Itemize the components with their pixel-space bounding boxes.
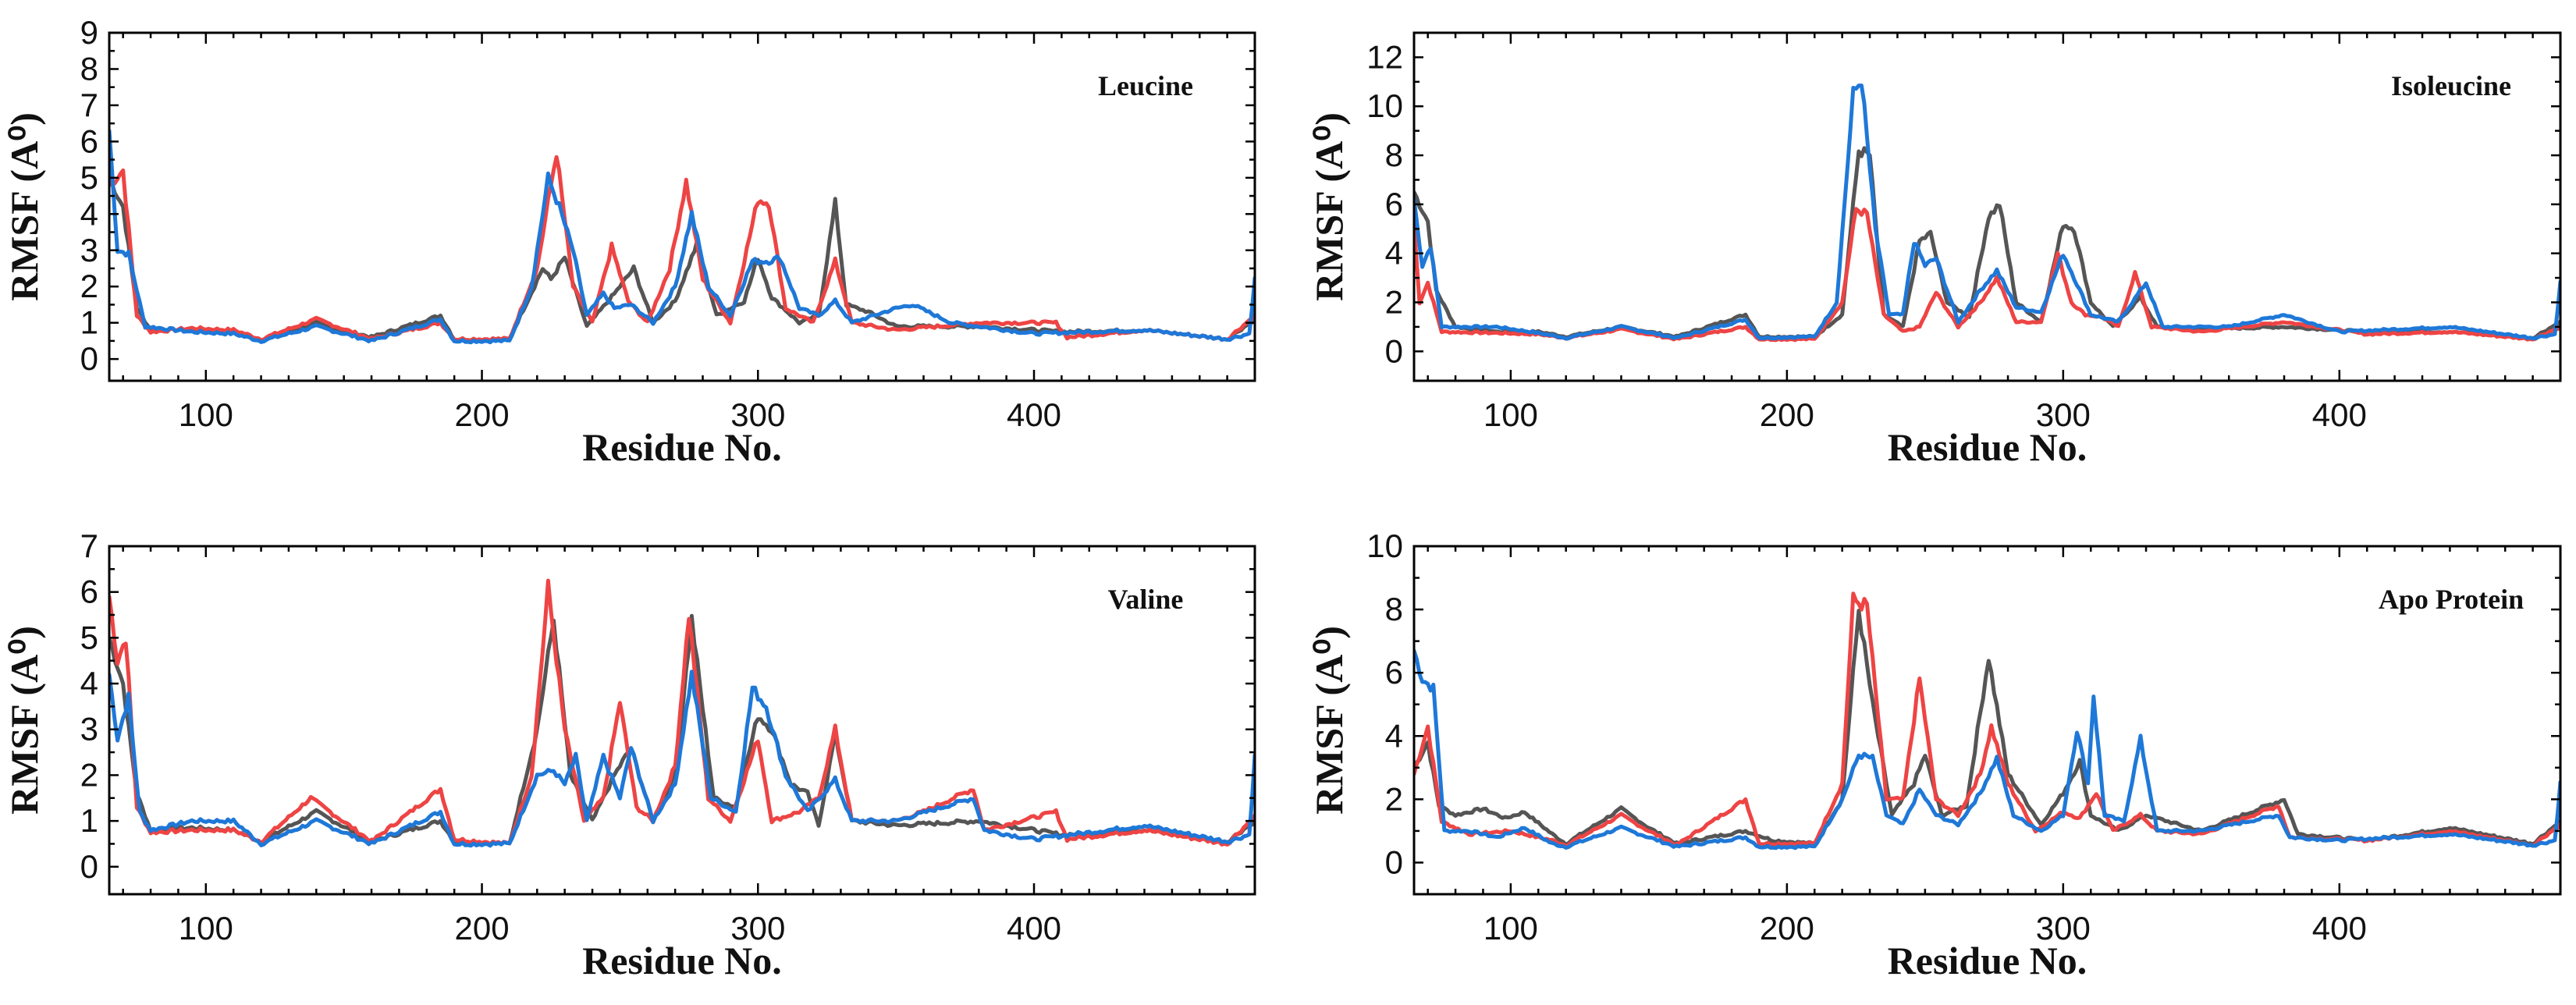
- x-tick-label: 400: [2312, 910, 2367, 946]
- y-tick-label: 5: [80, 619, 98, 655]
- x-tick-label: 100: [1483, 396, 1538, 433]
- y-tick-label: 10: [1366, 527, 1403, 564]
- y-tick-label: 3: [80, 232, 98, 268]
- y-tick-label: 8: [1385, 137, 1403, 173]
- y-tick-label: 6: [1385, 654, 1403, 691]
- y-tick-label: 12: [1366, 38, 1403, 75]
- series-line-blue: [1414, 83, 2560, 341]
- panel-title: Leucine: [1098, 70, 1193, 101]
- y-axis-title: RMSF (A⁰): [1307, 626, 1351, 815]
- plot-frame: [108, 545, 1256, 896]
- x-tick-label: 300: [730, 396, 785, 433]
- y-tick-label: 2: [80, 268, 98, 304]
- x-tick-label: 400: [1007, 396, 1061, 433]
- x-axis-title: Residue No.: [582, 425, 782, 469]
- y-tick-label: 7: [80, 87, 98, 123]
- y-tick-label: 10: [1366, 87, 1403, 124]
- plot-frame: [1412, 545, 2562, 896]
- y-tick-label: 4: [80, 195, 98, 232]
- y-tick-label: 2: [80, 756, 98, 793]
- x-tick-label: 200: [455, 396, 510, 433]
- x-tick-label: 400: [1007, 910, 1061, 946]
- x-axis-title: Residue No.: [1888, 939, 2087, 982]
- y-tick-label: 5: [80, 159, 98, 196]
- series-line-dark-gray: [1414, 609, 2560, 847]
- y-tick-label: 4: [1385, 235, 1403, 272]
- y-axis-title: RMSF (A⁰): [1307, 112, 1351, 301]
- series-line-dark-gray: [1414, 146, 2560, 341]
- y-tick-label: 0: [80, 848, 98, 885]
- y-tick-label: 3: [80, 711, 98, 748]
- x-tick-label: 100: [1483, 910, 1538, 946]
- y-axis-title: RMSF (A⁰): [2, 112, 46, 301]
- y-tick-label: 1: [80, 802, 98, 839]
- panel-valine: 0 1 2 3 4 5 6 7 100 200 300 400 Residue No. RMSF (A⁰)…: [2, 527, 1256, 982]
- x-tick-label: 200: [1760, 396, 1814, 433]
- panel-apo-protein: 0 2 4 6 8 10 100 200 300 400 Residue No. RMSF (A⁰) A…: [1307, 527, 2562, 982]
- y-tick-label: 4: [1385, 717, 1403, 754]
- plot-frame: [1412, 31, 2562, 382]
- series-line-blue: [109, 129, 1255, 345]
- panel-title: Isoleucine: [2391, 70, 2511, 101]
- x-tick-label: 300: [2036, 910, 2091, 946]
- y-tick-label: 4: [80, 665, 98, 701]
- y-tick-label: 6: [1385, 186, 1403, 222]
- y-tick-label: 0: [80, 340, 98, 377]
- x-tick-label: 100: [179, 910, 233, 946]
- y-tick-label: 6: [80, 123, 98, 159]
- x-tick-label: 200: [1760, 910, 1814, 946]
- x-tick-label: 200: [455, 910, 510, 946]
- series-line-red: [109, 578, 1255, 847]
- x-axis-title: Residue No.: [582, 939, 782, 982]
- y-tick-label: 2: [1385, 780, 1403, 817]
- y-tick-label: 0: [1385, 332, 1403, 369]
- series-line-red: [109, 154, 1255, 343]
- series-line-blue: [1414, 648, 2560, 851]
- series-line-blue: [109, 669, 1255, 848]
- y-tick-label: 6: [80, 574, 98, 610]
- y-axis-title: RMSF (A⁰): [2, 626, 46, 815]
- panel-isoleucine: 0 2 4 6 8 10 12 100 200 300 400 Residue No. RMSF (A⁰…: [1307, 31, 2562, 469]
- y-tick-label: 8: [80, 50, 98, 87]
- x-tick-label: 400: [2312, 396, 2367, 433]
- y-tick-label: 1: [80, 304, 98, 341]
- x-tick-label: 100: [179, 396, 233, 433]
- x-tick-label: 300: [2036, 396, 2091, 433]
- x-tick-label: 300: [730, 910, 785, 946]
- series-line-red: [1414, 591, 2560, 848]
- x-axis-title: Residue No.: [1888, 425, 2087, 469]
- y-tick-label: 2: [1385, 283, 1403, 320]
- y-tick-label: 9: [80, 14, 98, 51]
- y-tick-label: 8: [1385, 591, 1403, 627]
- panel-title: Valine: [1108, 584, 1184, 615]
- plot-frame: [108, 31, 1256, 382]
- y-tick-label: 0: [1385, 843, 1403, 880]
- y-tick-label: 7: [80, 527, 98, 564]
- panel-title: Apo Protein: [2379, 584, 2524, 615]
